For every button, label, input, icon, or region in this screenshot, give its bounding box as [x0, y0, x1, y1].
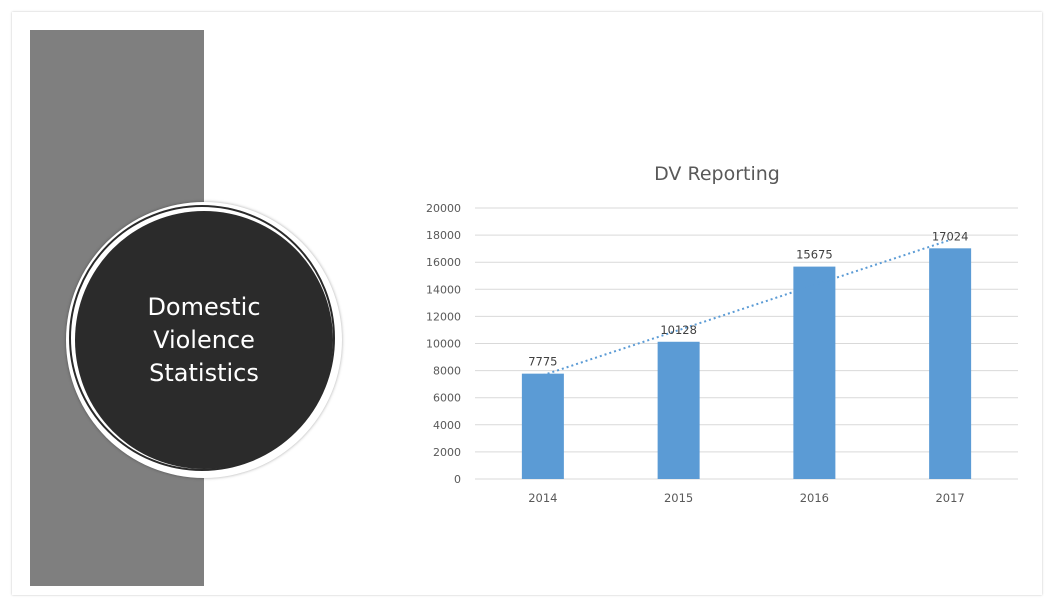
trendline — [542, 238, 951, 377]
x-tick-label: 2017 — [935, 491, 964, 505]
y-tick-label: 0 — [454, 473, 461, 486]
data-labels: 7775 10128 15675 17024 — [528, 229, 968, 368]
slide-title-line-1: Domestic — [147, 292, 261, 321]
bar — [929, 248, 972, 479]
bar — [793, 266, 836, 479]
chart-container: DV Reporting 0 2000 4000 6000 8000 10000 12000… — [405, 150, 1035, 530]
y-tick-label: 10000 — [426, 338, 461, 351]
y-tick-label: 8000 — [433, 365, 461, 378]
title-circle-ring — [69, 205, 335, 471]
gridlines — [475, 207, 1018, 480]
chart-title: DV Reporting — [654, 163, 780, 185]
data-label: 15675 — [796, 248, 833, 262]
y-tick-label: 16000 — [426, 256, 461, 269]
slide-title: Domestic Violence Statistics — [129, 291, 279, 390]
y-tick-label: 2000 — [433, 446, 461, 459]
data-label: 17024 — [932, 229, 969, 243]
y-tick-label: 20000 — [426, 202, 461, 215]
bar — [521, 373, 564, 479]
slide-title-line-2: Violence — [153, 325, 255, 354]
x-tick-label: 2014 — [528, 491, 557, 505]
slide-title-line-3: Statistics — [149, 358, 259, 387]
y-tick-label: 12000 — [426, 310, 461, 323]
bar-chart: DV Reporting 0 2000 4000 6000 8000 10000 12000… — [426, 163, 1018, 505]
x-tick-label: 2016 — [800, 491, 829, 505]
trendline-path — [542, 238, 951, 377]
y-tick-label: 14000 — [426, 283, 461, 296]
y-tick-label: 18000 — [426, 229, 461, 242]
title-circle: Domestic Violence Statistics — [66, 202, 342, 478]
data-label: 7775 — [528, 355, 557, 369]
x-axis-ticks: 2014 2015 2016 2017 — [528, 491, 965, 505]
y-tick-label: 6000 — [433, 392, 461, 405]
bars — [521, 248, 972, 479]
y-tick-label: 4000 — [433, 419, 461, 432]
y-axis-ticks: 0 2000 4000 6000 8000 10000 12000 14000 16000 180… — [426, 202, 461, 486]
data-label: 10128 — [660, 323, 697, 337]
bar — [657, 341, 700, 479]
title-circle-fill: Domestic Violence Statistics — [75, 211, 333, 469]
x-tick-label: 2015 — [664, 491, 693, 505]
